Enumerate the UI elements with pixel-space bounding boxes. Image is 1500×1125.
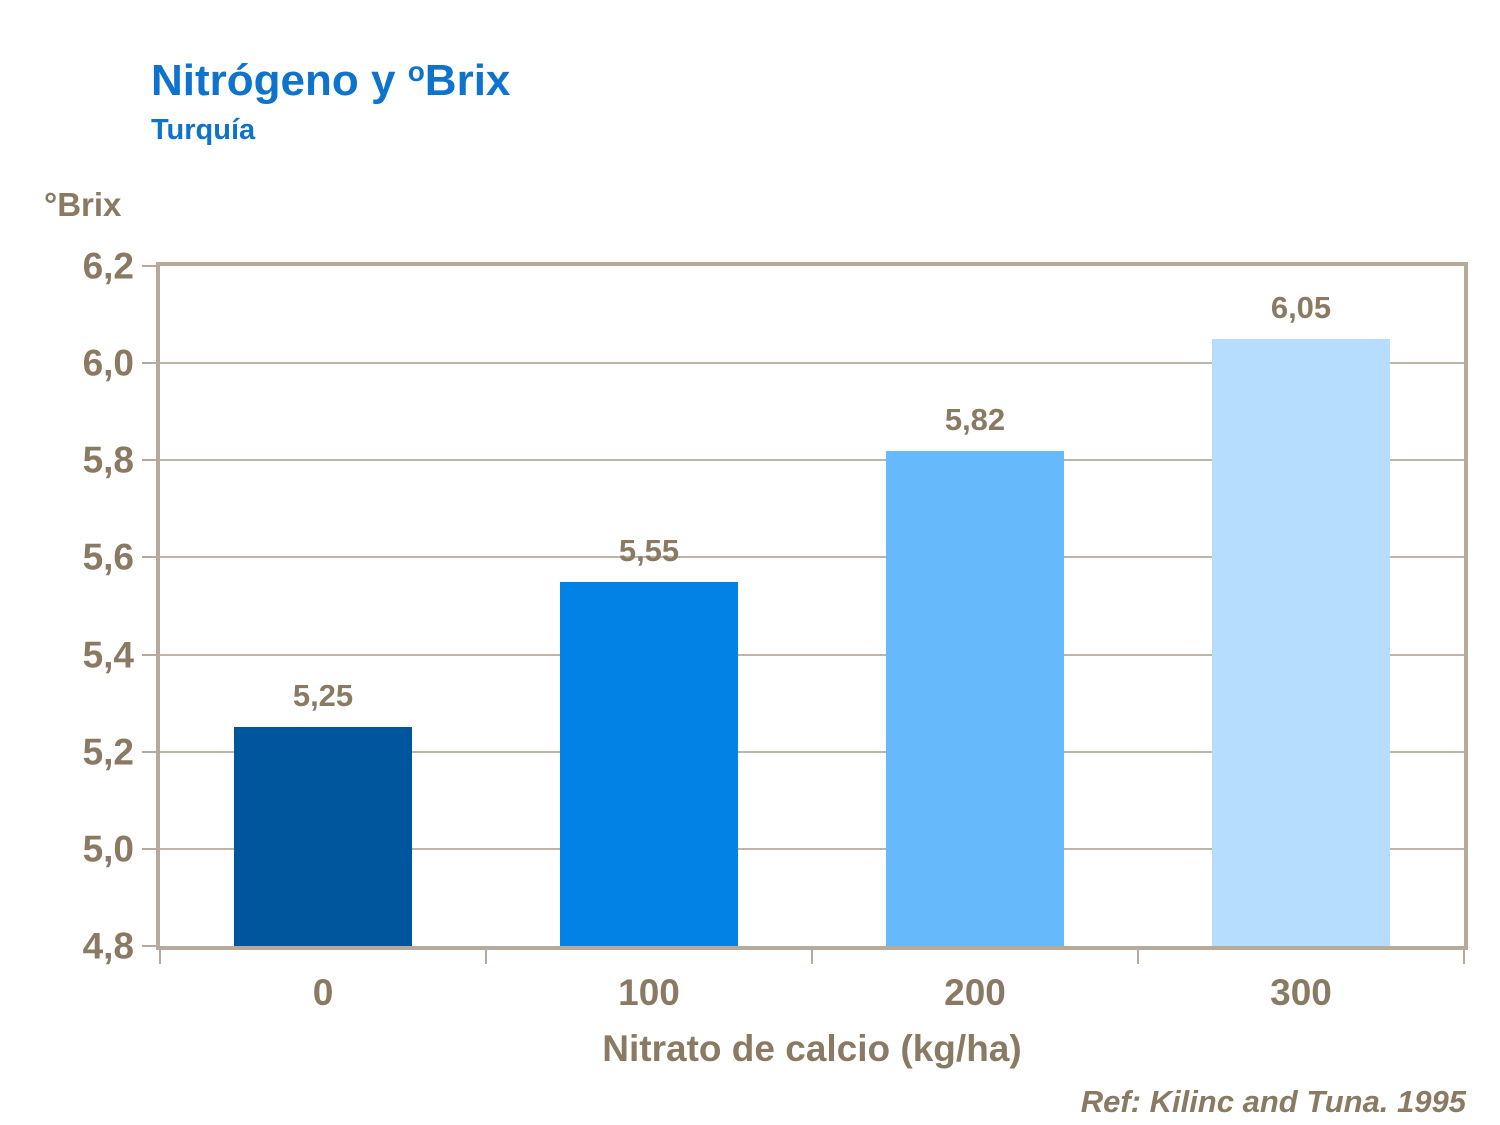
x-axis-title: Nitrato de calcio (kg/ha) (602, 1028, 1022, 1069)
plot-area: 4,8 5,0 5,2 5,4 5,6 5,8 6,0 6,2 5,25 0 5,55 100 5,82… (83, 248, 1468, 1011)
x-tick-label: 200 (944, 972, 1006, 1013)
y-axis-title: °Brix (44, 186, 122, 223)
x-tick-label: 300 (1270, 972, 1332, 1013)
y-tick-label: 4,8 (82, 925, 134, 967)
x-axis-tick (1463, 950, 1465, 964)
bar-300 (1212, 338, 1390, 946)
gridline (160, 847, 1464, 850)
x-axis-tick (811, 950, 813, 964)
bar-value-label: 5,82 (944, 401, 1006, 437)
bar-value-label: 6,05 (1270, 289, 1332, 325)
gridline (160, 750, 1464, 753)
chart-title-main: Nitrógeno y (151, 56, 408, 105)
y-tick-label: 5,4 (82, 634, 134, 676)
y-axis-tick (142, 653, 156, 656)
bar-0 (234, 727, 412, 946)
y-tick-label: 6,0 (82, 342, 134, 384)
x-axis-tick (159, 950, 161, 964)
y-tick-label: 5,2 (82, 731, 134, 773)
chart-title: Nitrógeno y oBrix (151, 56, 510, 106)
y-axis-tick (142, 750, 156, 753)
y-axis-tick (142, 945, 156, 947)
y-axis-tick (142, 362, 156, 365)
x-axis-tick (485, 950, 487, 964)
y-tick-label: 6,2 (82, 245, 134, 287)
y-axis-tick (142, 556, 156, 559)
y-tick-label: 5,6 (82, 536, 134, 578)
gridline (160, 459, 1464, 462)
y-tick-label: 5,8 (82, 439, 134, 481)
y-axis-tick (142, 847, 156, 850)
bar-value-label: 5,25 (292, 678, 354, 714)
chart-subtitle: Turquía (151, 114, 256, 146)
bar-200 (886, 450, 1064, 946)
reference-note: Ref: Kilinc and Tuna. 1995 (1080, 1084, 1466, 1119)
bar-value-label: 5,55 (618, 532, 680, 568)
y-axis-tick (142, 265, 156, 267)
y-tick-label: 5,0 (82, 828, 134, 870)
gridline (160, 653, 1464, 656)
x-axis-tick (1137, 950, 1139, 964)
bar-100 (560, 581, 738, 946)
x-tick-label: 100 (618, 972, 680, 1013)
gridline (160, 362, 1464, 365)
chart-title-superscript: o (407, 56, 425, 87)
gridline (160, 556, 1464, 559)
chart-title-tail: Brix (424, 56, 511, 105)
y-axis-tick (142, 459, 156, 462)
x-tick-label: 0 (312, 972, 334, 1013)
